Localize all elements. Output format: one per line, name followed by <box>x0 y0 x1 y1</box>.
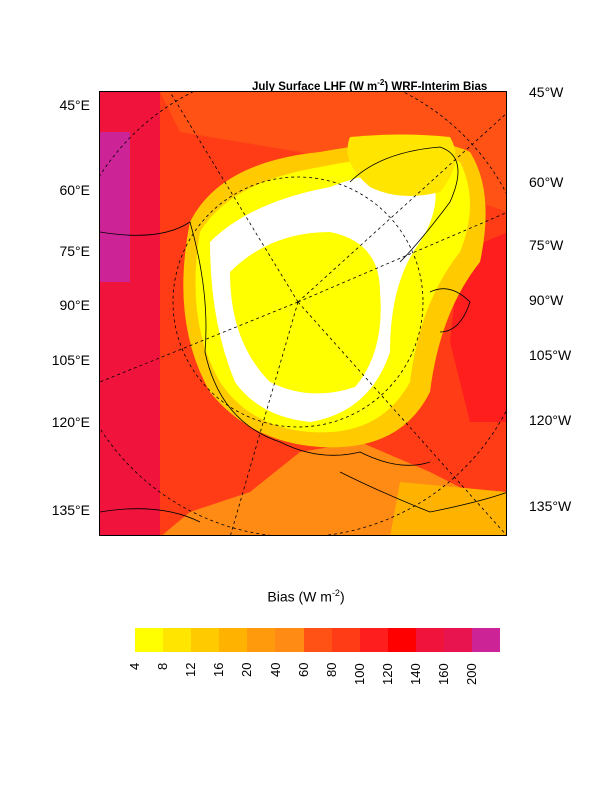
colorbar-tick-label: 12 <box>183 662 199 677</box>
colorbar-tick-label: 100 <box>351 662 367 685</box>
colorbar-tick-label: 16 <box>211 662 227 677</box>
title-text-end: ) WRF-Interim Bias <box>384 80 488 93</box>
lon-label-right: 135°W <box>529 498 572 514</box>
colorbar-box <box>444 628 473 652</box>
colorbar-tick-label: 40 <box>267 662 283 677</box>
colorbar-box <box>331 628 360 652</box>
colorbar-tick-label: 200 <box>464 662 480 685</box>
colorbar-tick-label: 8 <box>155 662 171 670</box>
colorbar-box <box>135 628 164 652</box>
colorbar-tick-label: 20 <box>239 662 255 677</box>
colorbar-box <box>275 628 304 652</box>
colorbar-box <box>415 628 445 652</box>
lon-label-right: 90°W <box>529 292 564 308</box>
lon-label-right: 120°W <box>529 412 572 428</box>
lat-label-left: 45°E <box>59 97 90 113</box>
colorbar-box <box>387 628 416 652</box>
colorbar-title: Bias (W m-2) <box>0 588 612 605</box>
colorbar-box <box>163 628 192 652</box>
colorbar-tick-label: 120 <box>379 662 395 685</box>
lon-label-right: 45°W <box>529 84 564 100</box>
arctic-map <box>99 91 507 536</box>
lon-label-right: 75°W <box>529 237 564 253</box>
title-text: July Surface LHF (W m <box>252 80 378 93</box>
colorbar-box <box>359 628 388 652</box>
map-field <box>100 92 506 535</box>
lat-label-left: 60°E <box>59 182 90 198</box>
colorbar-tick-label: 60 <box>295 662 311 677</box>
colorbar-box <box>219 628 248 652</box>
lat-label-left: 75°E <box>59 243 90 259</box>
lon-label-right: 60°W <box>529 174 564 190</box>
lon-label-right: 105°W <box>529 347 572 363</box>
lat-label-left: 135°E <box>51 502 90 518</box>
colorbar-title-end: ) <box>339 588 345 605</box>
colorbar-box <box>472 628 501 652</box>
colorbar-box <box>247 628 276 652</box>
colorbar-tick-label: 160 <box>436 662 452 685</box>
colorbar-tick-label: 140 <box>408 662 423 685</box>
colorbar-box <box>303 628 332 652</box>
colorbar-title-sup: -2 <box>331 588 340 598</box>
lat-label-left: 90°E <box>59 297 90 313</box>
title-sup: -2 <box>377 78 385 87</box>
colorbar-tick-label: 4 <box>127 662 142 670</box>
map-title: July Surface LHF (W m-2) WRF-Interim Bia… <box>252 78 487 93</box>
colorbar <box>135 628 501 652</box>
lat-label-left: 120°E <box>51 414 90 430</box>
colorbar-title-text: Bias (W m <box>267 588 332 605</box>
lat-label-left: 105°E <box>51 352 90 368</box>
colorbar-box <box>191 628 220 652</box>
colorbar-tick-label: 80 <box>323 662 339 677</box>
